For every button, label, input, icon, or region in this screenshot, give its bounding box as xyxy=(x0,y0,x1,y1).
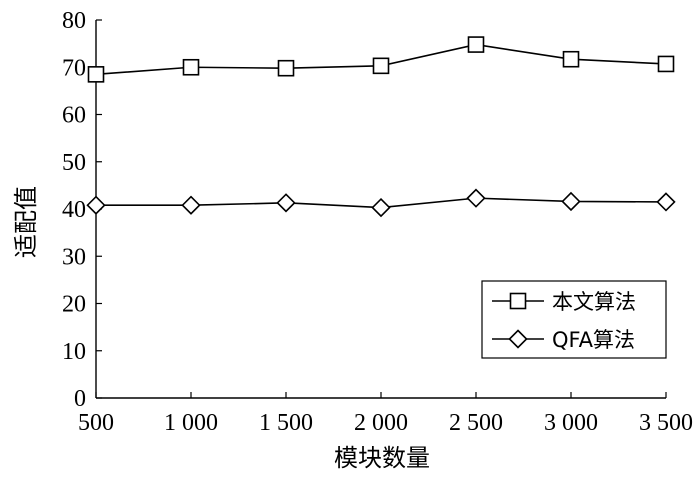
legend-marker-square xyxy=(509,292,527,310)
y-tick-label: 20 xyxy=(62,292,86,318)
data-point-diamond xyxy=(371,197,391,218)
y-tick-label: 80 xyxy=(62,8,86,34)
data-point-square xyxy=(277,59,295,77)
x-tick-label: 1 000 xyxy=(164,410,218,436)
x-tick-label: 2 500 xyxy=(449,410,503,436)
y-tick-label: 60 xyxy=(62,103,86,129)
data-point-square xyxy=(562,50,580,68)
y-tick-label: 40 xyxy=(62,197,86,223)
series-1 xyxy=(87,36,675,83)
y-tick-label: 10 xyxy=(62,339,86,365)
x-tick-label: 3 000 xyxy=(544,410,598,436)
series-layer xyxy=(86,36,676,218)
series-2 xyxy=(86,188,676,218)
data-point-diamond xyxy=(86,195,106,215)
data-point-diamond xyxy=(561,191,581,212)
data-point-square xyxy=(467,36,485,53)
x-tick-label: 500 xyxy=(78,410,114,436)
x-axis-title: 模块数量 xyxy=(334,444,430,472)
y-tick-label: 70 xyxy=(62,55,86,81)
data-point-diamond xyxy=(276,193,296,213)
data-point-diamond xyxy=(181,195,201,215)
legend-item: QFA算法 xyxy=(492,328,635,352)
legend-item: 本文算法 xyxy=(492,290,636,314)
x-tick-label: 1 500 xyxy=(259,410,313,436)
legend: 本文算法 QFA算法 xyxy=(481,280,667,359)
legend-label: 本文算法 xyxy=(552,290,636,314)
legend-marker-diamond xyxy=(508,329,528,349)
data-point-square xyxy=(182,58,200,76)
data-point-square xyxy=(372,57,390,75)
data-point-diamond xyxy=(466,188,486,208)
y-tick-label: 0 xyxy=(74,386,86,412)
data-point-square xyxy=(87,66,105,83)
legend-label: QFA算法 xyxy=(552,328,635,352)
x-tick-label: 2 000 xyxy=(354,410,408,436)
x-ticks: 500 1 000 1 500 2 000 2 500 3 000 3 500 xyxy=(78,392,693,436)
y-ticks: 0 10 20 30 40 50 60 70 80 xyxy=(62,8,102,412)
data-point-square xyxy=(657,55,675,73)
y-axis-title: 适配值 xyxy=(12,186,40,258)
y-tick-label: 50 xyxy=(62,150,86,176)
x-tick-label: 3 500 xyxy=(639,410,693,436)
y-tick-label: 30 xyxy=(62,244,86,270)
data-point-diamond xyxy=(656,192,676,212)
